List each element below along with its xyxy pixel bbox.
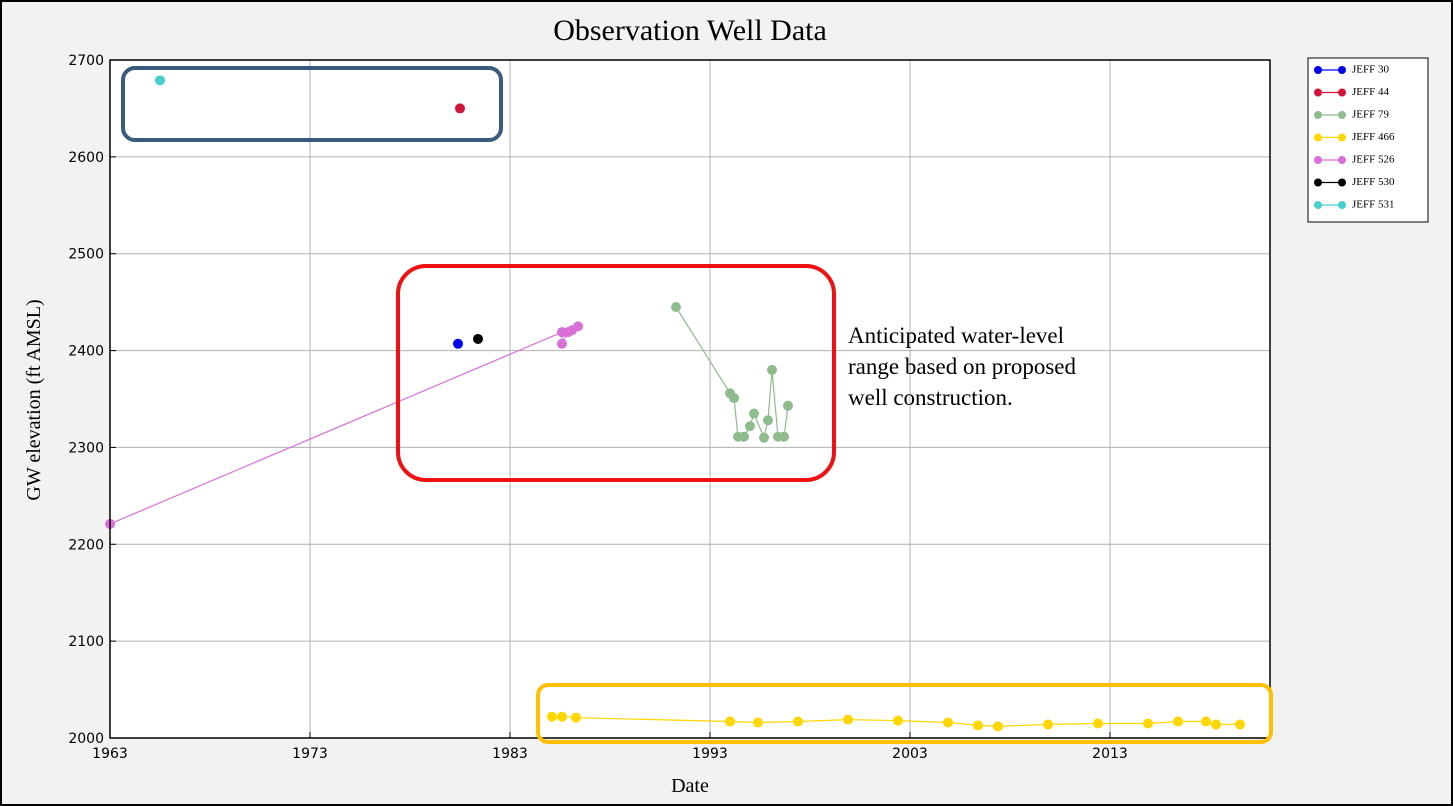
y-tick-label: 2100: [68, 634, 104, 650]
annotation: Anticipated water-level range based on p…: [848, 323, 1077, 410]
plot-border: [109, 59, 1271, 739]
data-point: [729, 393, 739, 404]
series-group: [105, 75, 1245, 732]
legend-label: JEFF 44: [1352, 86, 1389, 98]
data-point: [1201, 716, 1211, 727]
legend-label: JEFF 526: [1352, 154, 1395, 166]
y-tick-label: 2000: [68, 731, 104, 747]
chart-title: Observation Well Data: [553, 14, 827, 47]
data-point: [671, 301, 681, 312]
data-point: [473, 333, 483, 344]
y-tick-label: 2300: [68, 440, 104, 456]
legend-marker: [1314, 178, 1322, 187]
data-point: [1235, 719, 1245, 730]
y-tick-label: 2700: [68, 53, 104, 69]
legend-label: JEFF 531: [1352, 199, 1395, 211]
legend-marker: [1338, 178, 1346, 187]
data-point: [993, 721, 1003, 732]
x-axis-label: Date: [671, 775, 709, 797]
legend-marker: [1314, 66, 1322, 74]
legend-marker: [1338, 156, 1346, 164]
legend-marker: [1338, 111, 1346, 119]
data-point: [943, 717, 953, 728]
plot-area: [110, 60, 1270, 738]
data-point: [453, 338, 463, 349]
data-point: [155, 75, 165, 86]
data-point: [749, 408, 759, 419]
legend-marker: [1314, 133, 1322, 142]
data-point: [745, 421, 755, 432]
data-point: [783, 400, 793, 411]
highlight-box: [396, 264, 836, 482]
data-point: [1093, 718, 1103, 729]
series: [155, 75, 165, 86]
data-point: [753, 717, 763, 728]
legend-label: JEFF 466: [1352, 131, 1395, 143]
x-tick-label: 1973: [292, 746, 328, 762]
legend-marker: [1338, 88, 1346, 97]
legend-marker: [1314, 156, 1322, 164]
data-point: [725, 716, 735, 727]
y-tick-label: 2400: [68, 344, 104, 360]
legend-marker: [1338, 201, 1346, 209]
x-tick-label: 2003: [892, 746, 928, 762]
highlight-box: [121, 66, 503, 142]
y-tick-label: 2200: [68, 537, 104, 553]
data-point: [763, 415, 773, 426]
data-point: [557, 711, 567, 722]
data-point: [1043, 719, 1053, 730]
legend-label: JEFF 530: [1352, 176, 1395, 188]
annotation-box: Anticipated water-level range based on p…: [848, 323, 1077, 410]
series: [473, 333, 483, 344]
series: [455, 103, 465, 114]
legend-frame: [1307, 57, 1429, 223]
data-point: [455, 103, 465, 114]
legend-label: JEFF 79: [1352, 109, 1389, 121]
data-point: [793, 716, 803, 727]
x-tick-label: 1983: [492, 746, 528, 762]
x-tick-label: 1963: [92, 746, 128, 762]
data-point: [739, 431, 749, 442]
data-point: [573, 321, 583, 332]
y-tick-label: 2500: [68, 247, 104, 263]
data-point: [571, 712, 581, 723]
data-point: [767, 364, 777, 375]
x-tick-label: 2013: [1092, 746, 1128, 762]
legend-marker: [1314, 201, 1322, 209]
x-tick-label: 1993: [692, 746, 728, 762]
data-point: [557, 338, 567, 349]
data-point: [1143, 718, 1153, 729]
series: [547, 711, 1245, 732]
data-point: [1211, 719, 1221, 730]
series: [453, 338, 463, 349]
legend-label: JEFF 30: [1352, 64, 1389, 76]
legend-marker: [1338, 66, 1346, 74]
data-point: [759, 432, 769, 443]
legend-marker: [1314, 88, 1322, 97]
data-point: [843, 714, 853, 725]
data-point: [1173, 716, 1183, 727]
legend-marker: [1338, 133, 1346, 142]
series: [105, 321, 583, 529]
legend-marker: [1314, 111, 1322, 119]
y-axis-label: GW elevation (ft AMSL): [23, 299, 45, 500]
data-point: [893, 715, 903, 726]
data-point: [973, 720, 983, 731]
data-point: [779, 431, 789, 442]
highlight-box: [536, 683, 1273, 744]
y-tick-label: 2600: [68, 150, 104, 166]
legend: JEFF 30 JEFF 44 JEFF 79 JEFF 466 JEFF 526 JEF…: [1307, 57, 1429, 223]
series: [671, 301, 793, 443]
data-point: [547, 711, 557, 722]
